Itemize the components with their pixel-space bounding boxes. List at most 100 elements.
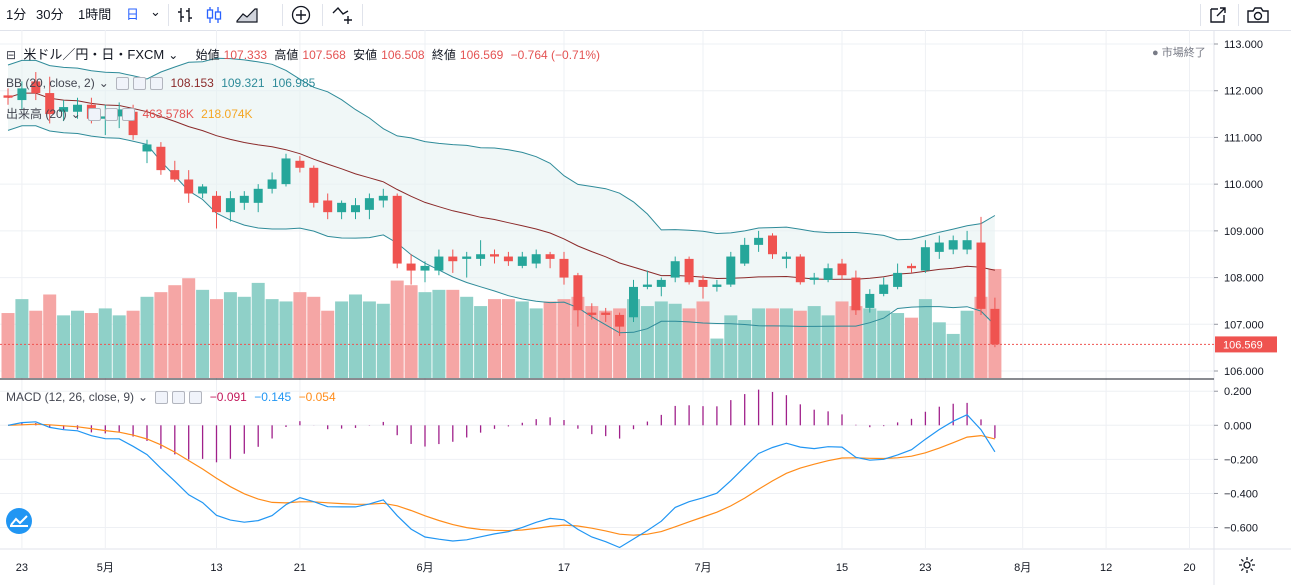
symbol-name[interactable]: 米ドル／円・日・FXCM — [23, 47, 165, 62]
time-axis-label: 15 — [836, 562, 848, 574]
bb-chevron-icon[interactable]: ⌄ — [98, 76, 109, 90]
interval-day-button[interactable]: 日 — [126, 7, 140, 22]
macd-signal-line — [7, 423, 996, 536]
macd-remove-icon[interactable] — [189, 391, 203, 405]
candle-body — [601, 312, 611, 315]
time-axis-label: 21 — [294, 562, 306, 574]
price-axis-label: 108.000 — [1224, 273, 1264, 285]
volume-remove-icon[interactable] — [122, 108, 136, 122]
volume-bar — [877, 310, 891, 378]
time-axis-label: 6月 — [416, 562, 433, 574]
candle-body — [156, 146, 166, 171]
candle-body — [184, 179, 194, 194]
price-axis-label: 107.000 — [1224, 319, 1264, 331]
candle-body — [434, 256, 444, 271]
volume-bar — [821, 315, 835, 378]
volume-bar — [779, 308, 793, 378]
candle-body — [517, 256, 527, 266]
candle-body — [531, 254, 541, 264]
bb-label[interactable]: BB (20, close, 2) — [6, 76, 95, 90]
macd-label[interactable]: MACD (12, 26, close, 9) — [6, 390, 135, 404]
close-label: 終値 — [431, 48, 456, 62]
last-price-tag — [1215, 336, 1277, 353]
volume-visibility-icon[interactable] — [88, 108, 102, 122]
compare-symbol-icon[interactable] — [331, 5, 355, 25]
volume-bar — [362, 301, 376, 378]
macd-settings-icon[interactable] — [172, 391, 186, 405]
candlestick-chart-type-icon[interactable] — [204, 5, 224, 25]
macd-axis-label: 0.200 — [1224, 386, 1252, 398]
volume-bar — [863, 308, 877, 378]
collapse-legend-icon[interactable]: ⊟ — [6, 48, 17, 62]
volume-bar — [237, 296, 251, 378]
camera-snapshot-icon[interactable] — [1246, 5, 1270, 25]
interval-30m-button[interactable]: 30分 — [36, 7, 64, 22]
volume-settings-icon[interactable] — [105, 108, 119, 122]
candle-body — [573, 275, 583, 311]
candle-body — [865, 293, 875, 308]
macd-visibility-icon[interactable] — [155, 391, 169, 405]
volume-bar — [15, 299, 29, 378]
volume-bar — [29, 310, 43, 378]
bb-visibility-icon[interactable] — [116, 77, 130, 91]
volume-bar — [946, 333, 960, 378]
interval-dropdown-chevron-icon[interactable]: ⌄ — [150, 4, 161, 19]
time-axis-label: 23 — [16, 562, 28, 574]
candle-body — [656, 279, 666, 287]
volume-bar — [265, 299, 279, 378]
volume-bar — [182, 278, 196, 378]
price-axis-label: 106.000 — [1224, 366, 1264, 378]
volume-bar — [43, 294, 57, 378]
add-indicator-icon[interactable] — [291, 5, 311, 25]
interval-1m-button[interactable]: 1分 — [6, 7, 27, 22]
bb-settings-icon[interactable] — [133, 77, 147, 91]
candle-body — [3, 95, 13, 98]
candle-body — [114, 109, 124, 117]
volume-chevron-icon[interactable]: ⌄ — [70, 107, 81, 121]
gear-icon[interactable] — [1238, 556, 1256, 574]
volume-bar — [752, 308, 766, 378]
candle-body — [281, 158, 291, 185]
price-chart[interactable]: 113.000 112.000 111.000 110.000 109.000 108.0… — [0, 30, 1291, 585]
candle-body — [142, 144, 152, 152]
interval-1h-button[interactable]: 1時間 — [78, 7, 112, 22]
bb-remove-icon[interactable] — [150, 77, 164, 91]
macd-chevron-icon[interactable]: ⌄ — [138, 390, 149, 404]
time-axis-label: 23 — [919, 562, 931, 574]
volume-bar — [57, 315, 71, 378]
candle-body — [406, 263, 416, 271]
volume-value: 463.578K — [142, 107, 194, 121]
volume-bar — [932, 322, 946, 378]
tradingview-logo-icon[interactable] — [5, 507, 33, 535]
candle-body — [503, 256, 513, 262]
volume-bar — [585, 306, 599, 378]
area-chart-type-icon[interactable] — [235, 5, 259, 25]
candle-body — [893, 272, 903, 287]
volume-bar — [668, 303, 682, 378]
volume-bar — [446, 289, 460, 378]
volume-bar — [891, 313, 905, 378]
price-axis-label: 109.000 — [1224, 226, 1264, 238]
bar-chart-type-icon[interactable] — [176, 5, 196, 25]
bollinger-fill-area — [8, 58, 995, 333]
volume-bar — [251, 282, 265, 378]
symbol-chevron-icon[interactable]: ⌄ — [168, 48, 179, 62]
time-axis-label: 13 — [210, 562, 222, 574]
macd-legend: MACD (12, 26, close, 9) ⌄ −0.091 −0.145 −… — [6, 390, 340, 405]
candle-body — [948, 240, 958, 250]
time-axis-label: 7月 — [694, 562, 711, 574]
candle-body — [420, 265, 430, 271]
candle-body — [309, 167, 319, 203]
time-axis-label: 5月 — [97, 562, 114, 574]
bollinger-upper-line — [7, 57, 996, 241]
macd-axis-label: 0.000 — [1224, 420, 1252, 432]
candle-body — [378, 195, 388, 201]
price-axis-label: 113.000 — [1224, 39, 1263, 51]
fullscreen-icon[interactable] — [1208, 5, 1228, 25]
macd-hist-value: −0.091 — [209, 390, 247, 404]
volume-bar — [918, 299, 932, 378]
volume-bar — [223, 292, 237, 378]
volume-label[interactable]: 出来高 (20) — [6, 107, 67, 121]
volume-bar — [571, 296, 585, 378]
candle-body — [448, 256, 458, 262]
